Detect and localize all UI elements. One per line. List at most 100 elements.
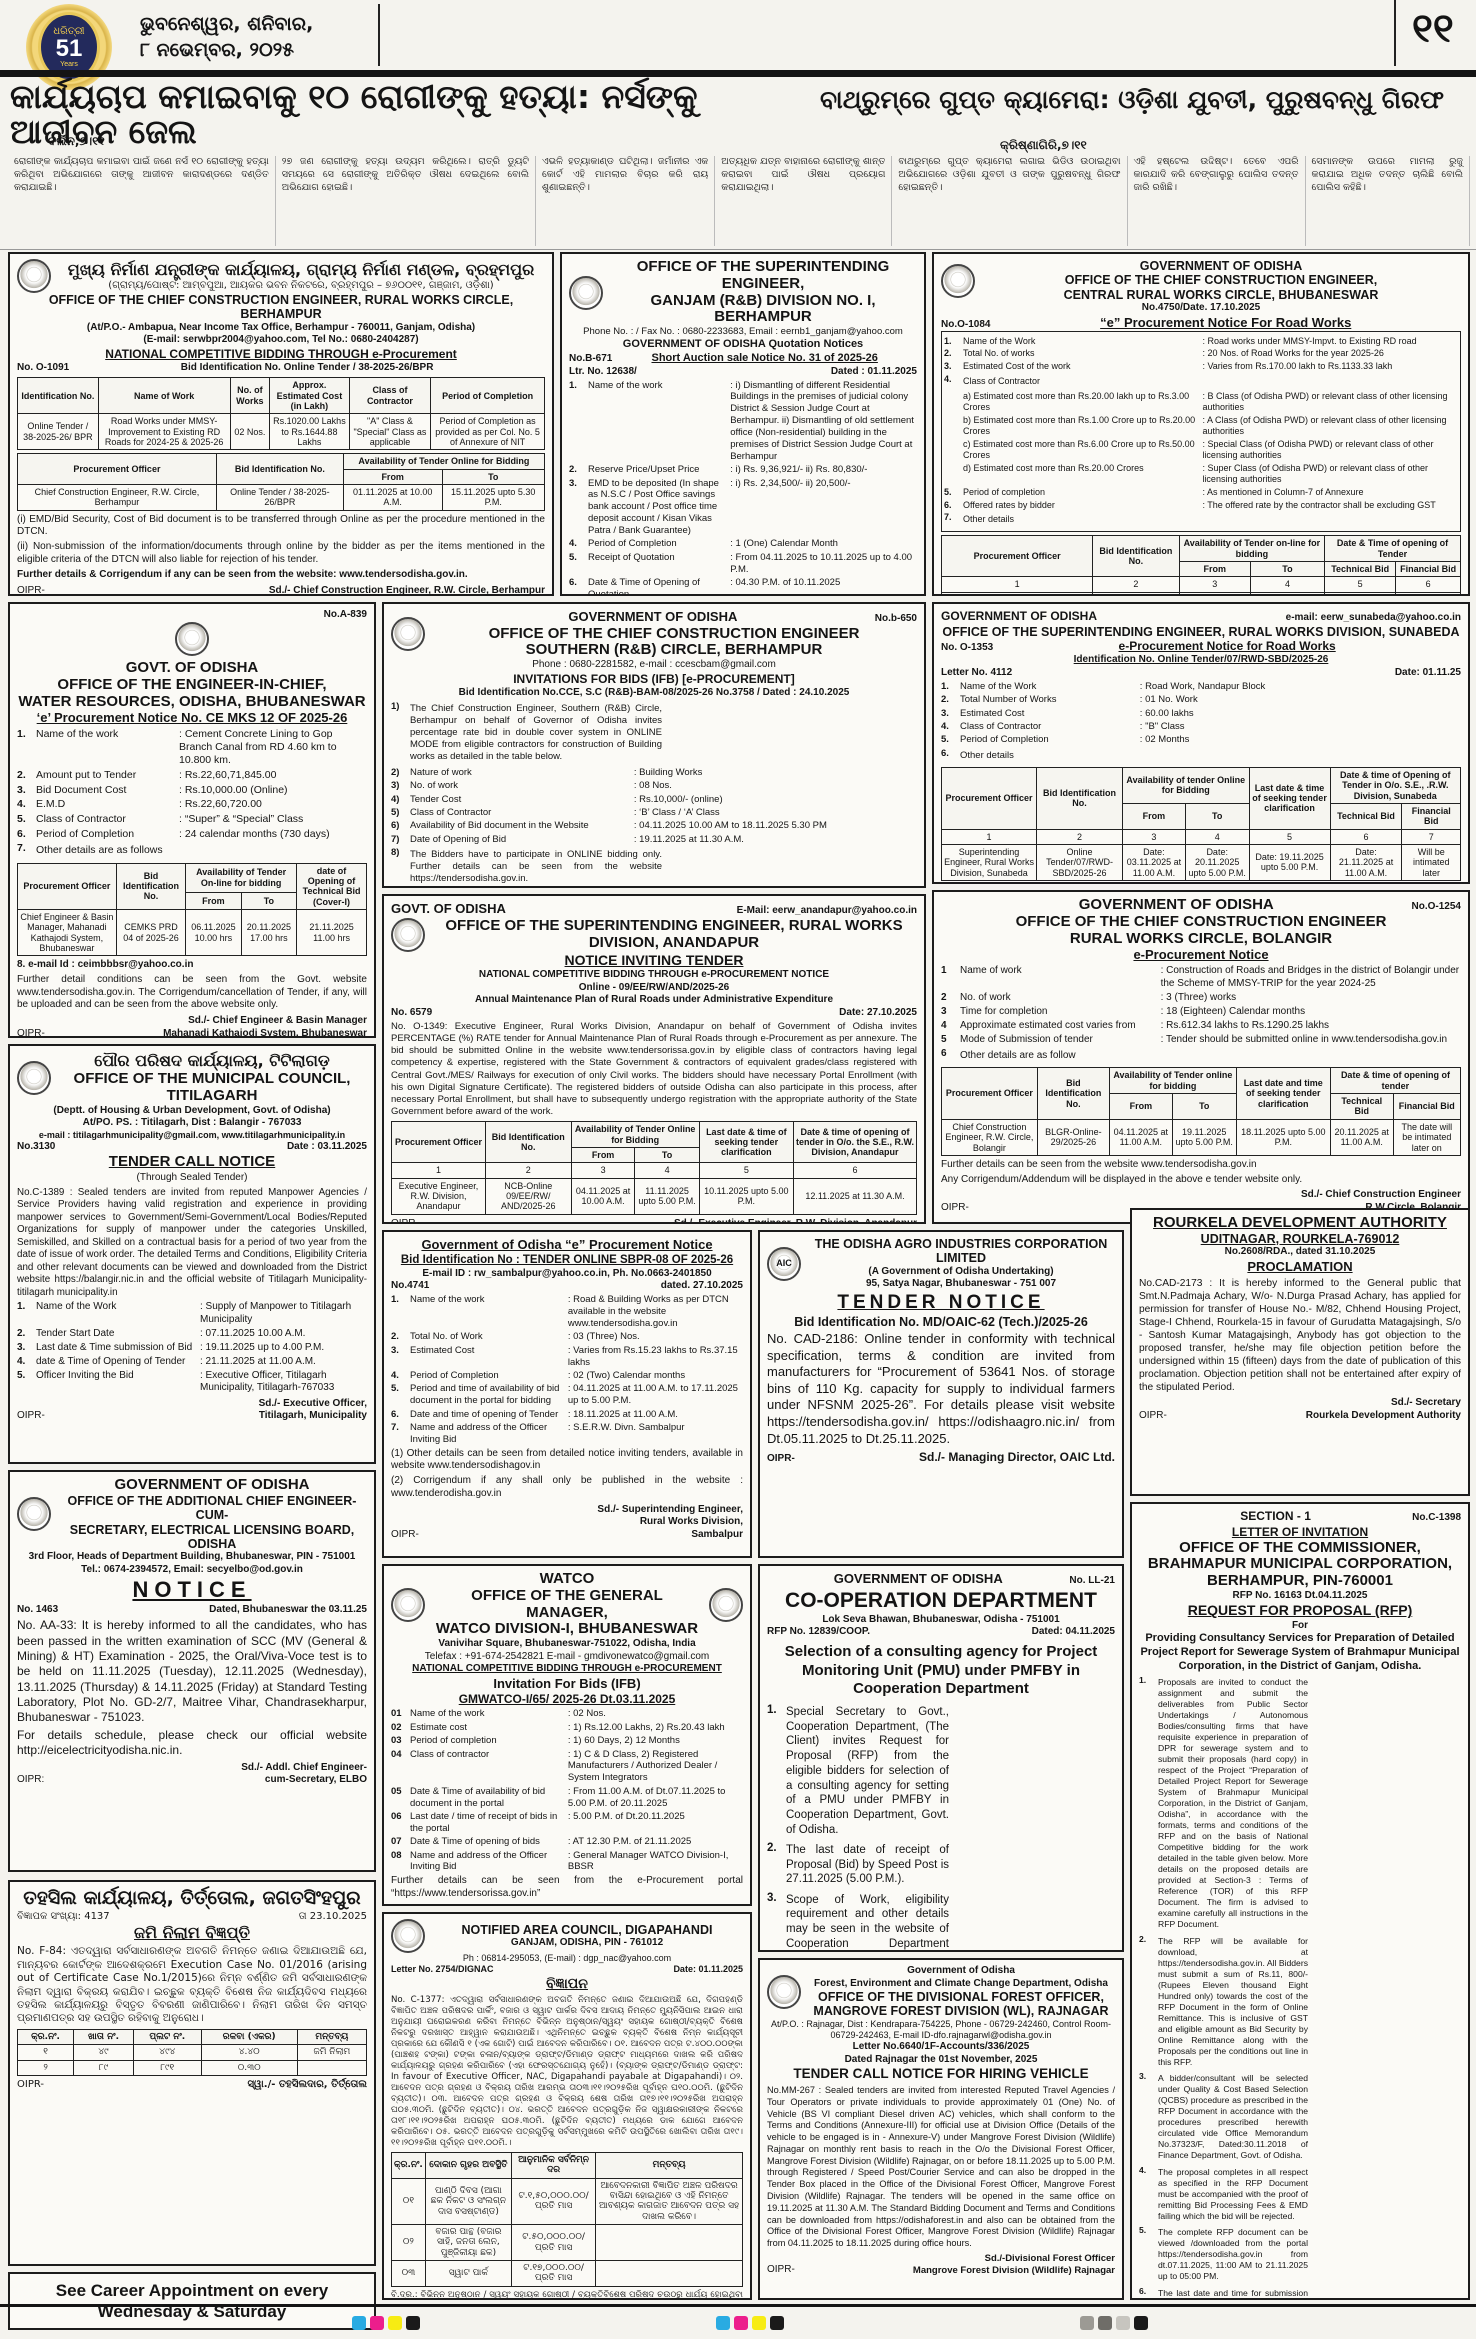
- land-table: କ୍ର.ନଂ. ଖାତା ନଂ. ପ୍ଲଟ ନଂ. ରକବା (ଏକର) ମନ୍…: [16, 2028, 368, 2076]
- item-row: 3. A bidder/consultant will be selected u…: [1139, 2071, 1461, 2163]
- item-text: : "B" Class: [1139, 721, 1185, 732]
- odisha-emblem-icon: [17, 1060, 51, 1095]
- table-cell: ଟ.୧୭,୦୦୦.୦୦/ ପ୍ରତି ମାସ: [510, 2260, 597, 2287]
- notice-title2: BRAHMAPUR MUNICIPAL CORPORATION,: [1147, 1555, 1453, 1573]
- item-row: 2. The last date of receipt of Proposal (…: [767, 1841, 1115, 1889]
- item-text: : 04.11.2025 10.00 AM to 18.11.2025 5.30…: [633, 820, 827, 832]
- odisha-emblem-icon: [391, 617, 425, 652]
- col-header: Date & time of Opening of Tender in O/o.…: [1329, 766, 1462, 804]
- item-text: 5.: [569, 551, 577, 563]
- item-row: 3. Last date & Time submission of Bid: 19…: [17, 1342, 367, 1355]
- note-line: (i) EMD/Bid Security, Cost of Bid docume…: [17, 513, 545, 538]
- headline-body-column: ୨୭ ଜଣ ରୋଗୀଙ୍କୁ ହତ୍ୟା ଉଦ୍ୟମ କରିଥିଲେ। ରାତ୍…: [276, 156, 536, 246]
- col-header: To: [240, 891, 298, 910]
- letter-no: Ltr. No. 12638/: [569, 365, 637, 377]
- ad-no: ବିଜ୍ଞାପକ ସଂଖ୍ୟା: 4137: [17, 1910, 110, 1922]
- odisha-emblem-icon: [941, 263, 975, 298]
- col-header: Bid Identification No.: [1036, 1067, 1110, 1120]
- item-text: Name of the work: [410, 1708, 485, 1720]
- sub2: 95, Satya Nagar, Bhubaneswar - 751 007: [865, 1278, 1057, 1290]
- item-text: 3): [391, 780, 400, 792]
- loi-line: LETTER OF INVITATION: [1231, 1524, 1369, 1539]
- table-row: Online Tender / 38-2025-26/ BPR Road Work…: [17, 413, 545, 451]
- item-text: : 03 (Three) Nos.: [567, 1331, 640, 1343]
- headline-left: କାର୍ଯ୍ୟଚାପ କମାଇବାକୁ ୧୦ ରୋଗୀଙ୍କୁ ହତ୍ୟା: ନ…: [10, 77, 698, 151]
- table-cell: 5: [1324, 576, 1397, 593]
- headline-band: କାର୍ଯ୍ୟଚାପ କମାଇବାକୁ ୧୦ ରୋଗୀଙ୍କୁ ହତ୍ୟା: ନ…: [0, 78, 1476, 250]
- table-cell: 27.11.2025 at 11.00 A.M.: [1324, 591, 1397, 594]
- item-row: 5. Receipt of Quotation: From 04.11.2025 …: [569, 552, 917, 576]
- item-row: 1. Name of the Work: Road works under MMS…: [944, 336, 1458, 347]
- further-details: Further detail conditions can be seen fr…: [17, 973, 367, 1011]
- letter-no: Letter No.6640/1F-Accounts/336/2025: [852, 2041, 1030, 2053]
- item-text: 04: [391, 1748, 402, 1760]
- item-text: : 19.11.2025 at 11.30 A.M.: [633, 833, 744, 845]
- oipr: OIPR-: [17, 1410, 45, 1422]
- table-cell: 2: [484, 1162, 572, 1179]
- item-text: Reserve Price/Upset Price: [588, 464, 700, 476]
- table-cell: Chief Construction Engineer, R.W. Circle…: [941, 1118, 1038, 1156]
- table-cell: Date: 20.11.2025 upto 5.00 P.M.: [1184, 843, 1250, 882]
- ref-no: No. O-1353: [941, 641, 994, 653]
- signature: Sd./- Superintending Engineer, Rural Wor…: [597, 1503, 743, 1540]
- table-cell: 20.11.2025 at 11.00 A.M.: [1329, 1118, 1394, 1156]
- signature: Sd./- Chief Engineer & Basin Manager Mah…: [163, 1015, 367, 1038]
- item-text: Period of Completion: [588, 538, 677, 550]
- table-cell: [296, 2059, 368, 2076]
- govt-line: Government of Odisha: [907, 1965, 1015, 1976]
- item-text: 05: [391, 1785, 402, 1797]
- sub-line: (Through Sealed Tender): [136, 1172, 248, 1184]
- table-cell: Period of Completion as provided as per …: [430, 413, 545, 451]
- item-row: 1. Name of the Work: Supply of Manpower t…: [17, 1301, 367, 1326]
- notice-title1: OFFICE OF THE CHIEF CONSTRUCTION ENGINEE…: [1015, 912, 1387, 930]
- ref-no: No.3130: [17, 1140, 56, 1152]
- item-text: 2.: [944, 348, 952, 359]
- col-header: ରକବା (ଏକର): [200, 2028, 298, 2046]
- item-text: Officer Inviting the Bid: [36, 1369, 134, 1381]
- item-text: 6.: [1139, 2285, 1147, 2296]
- item-text: [1212, 1048, 1461, 1065]
- logo-years: 51: [55, 34, 83, 62]
- col-header: From: [1178, 561, 1251, 578]
- table-cell: Online Tender / 38-2025-26/BPR: [215, 484, 344, 511]
- item-text: 3.: [17, 1341, 26, 1353]
- table-cell: 20.11.2025 17.00 hrs: [240, 908, 298, 957]
- item-row: 7. Other details: [944, 512, 1458, 528]
- notice-rwd-sambalpur: No.O-1255 Government of Odisha “e” Procu…: [382, 1230, 752, 1558]
- item-text: No. of work: [410, 780, 459, 792]
- page-number: ୧୧: [1412, 6, 1454, 52]
- odisha-emblem-icon: [391, 917, 425, 952]
- col-header: Financial Bid: [1395, 561, 1461, 578]
- item-row: 7) Date of Opening of Bid: 19.11.2025 at …: [391, 834, 917, 846]
- print-registration-marks: [716, 2316, 784, 2330]
- masthead-rule: [0, 70, 1476, 77]
- notice-title1: OFFICE OF THE DIVISIONAL FOREST OFFICER,: [818, 1990, 1104, 2004]
- item-row: 5. The complete RFP document can be viewe…: [1139, 2225, 1461, 2284]
- item-text: [203, 842, 367, 859]
- body-paragraph: No. F-84: ଏତଦ୍ୱାରା ସର୍ବସାଧାରଣଙ୍କ ଅବଗତି ନ…: [17, 1945, 367, 2025]
- item-text: 5.: [391, 1383, 399, 1395]
- govt-line: GOVERNMENT OF ODISHA Quotation Notices: [622, 338, 864, 351]
- schedule-table: Procurement Officer Bid Identification N…: [940, 766, 1462, 882]
- signature: Sd./-Divisional Forest Officer Mangrove …: [912, 2252, 1115, 2276]
- table-cell: ୪୯: [73, 2044, 134, 2061]
- table-cell: Online Tender/07/RWD-SBD/2025-26: [1036, 843, 1123, 882]
- table-cell: 4: [634, 1162, 700, 1179]
- notice-contact: Phone No. : / Fax No. : 0680-2233683, Em…: [583, 326, 903, 338]
- table-cell: 18.11.2025 upto 5.00 P.M.: [1235, 1118, 1331, 1156]
- item-text: Mode of Submission of tender: [960, 1033, 1093, 1045]
- table-row: Superintending Engineer, Rural Works Div…: [940, 843, 1461, 882]
- col-header: କ୍ର.ନଂ.: [391, 2152, 426, 2179]
- oipr: OIPR-: [17, 1027, 45, 1038]
- item-list: 1 Name of work: Construction of Roads and…: [941, 965, 1461, 1064]
- body-paragraph: No. CAD-2186: Online tender in conformit…: [767, 1330, 1115, 1446]
- tel-line: Tel.: 0674-2394572, Email: secyelbo@od.g…: [81, 1563, 303, 1575]
- col-header: Last date & time of seeking tender clari…: [698, 1121, 794, 1164]
- item-text: : 1) Rs.12.00 Lakhs, 2) Rs.20.43 lakh: [567, 1721, 725, 1733]
- item-list: 1. Special Secretary to Govt., Cooperatio…: [767, 1703, 1115, 1950]
- ref-no: No. O-1091: [17, 361, 70, 373]
- headline-right: ବାଥ୍‌ରୁମ୍‌ରେ ଗୁପ୍ତ କ୍ୟାମେରା: ଓଡ଼ିଶା ଯୁବତ…: [820, 85, 1444, 114]
- notice-subtitle: NOTICE: [132, 1577, 252, 1603]
- notice-title1: OFFICE OF THE CHIEF CONSTRUCTION ENGINEE…: [488, 624, 860, 642]
- notice-title2: GANJAM (R&B) DIVISION NO. I, BERHAMPUR: [650, 291, 876, 326]
